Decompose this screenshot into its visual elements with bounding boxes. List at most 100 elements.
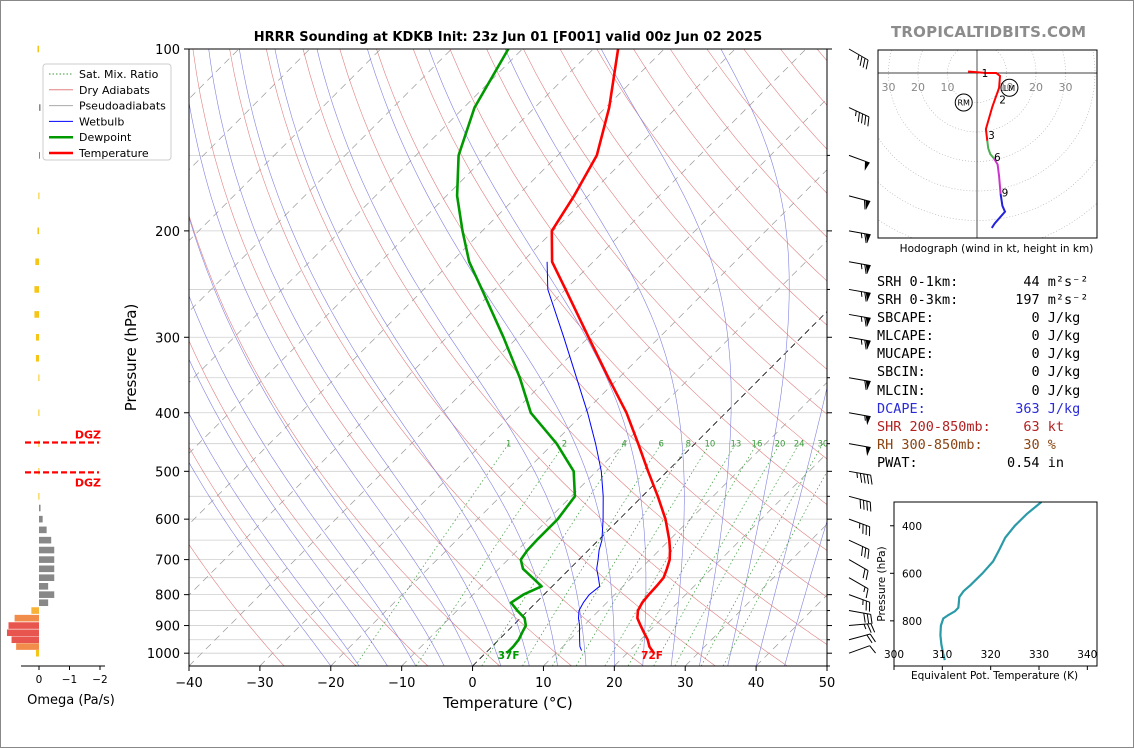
index-label: SBCAPE:: [877, 310, 934, 326]
index-label: RH 300-850mb:: [877, 437, 983, 453]
mixing-ratio-line: [654, 444, 780, 666]
theta-e-y-tick-label: 400: [902, 521, 922, 533]
index-unit: J/kg: [1048, 364, 1081, 380]
index-spacer: [1040, 437, 1048, 453]
omega-bar: [39, 599, 48, 606]
y-tick-label: 100: [155, 43, 180, 58]
barb-full: [856, 112, 863, 121]
mixing-ratio-line: [416, 444, 564, 666]
hodograph-ring-label: 10: [941, 81, 955, 94]
mixing-ratio-label: 1: [506, 440, 511, 450]
index-value: 44: [1023, 274, 1039, 290]
index-row: SRH 0-1km: 44 m²s⁻²: [877, 273, 1088, 291]
omega-bar: [36, 355, 39, 362]
y-tick-label: 900: [155, 620, 180, 635]
hodograph-ring-label: 20: [911, 81, 925, 94]
wind-barb: [846, 519, 873, 536]
omega-bar: [36, 650, 39, 657]
omega-axis-label: Omega (Pa/s): [27, 693, 115, 708]
wind-barb: [845, 49, 871, 69]
index-row: MUCAPE: 0 J/kg: [877, 345, 1088, 363]
index-spacer: [934, 310, 1032, 326]
surface-temperature-label: 72F: [641, 650, 663, 662]
index-value: 0: [1031, 328, 1039, 344]
x-tick-label: 10: [535, 676, 552, 691]
wind-barb: [847, 444, 870, 457]
barb-full: [860, 524, 866, 533]
index-row: PWAT: 0.54 in: [877, 454, 1088, 472]
omega-bar: [39, 574, 54, 581]
omega-bar: [39, 566, 54, 573]
theta-e-y-tick-label: 600: [902, 568, 922, 580]
mixing-ratio-line: [675, 444, 799, 666]
barb-full: [862, 474, 867, 483]
y-tick-label: 500: [155, 465, 180, 480]
x-tick-label: −10: [388, 676, 415, 691]
mixing-ratio-label: 24: [794, 440, 805, 450]
index-unit: J/kg: [1048, 401, 1081, 417]
index-spacer: [934, 346, 1032, 362]
index-spacer: [918, 455, 1007, 471]
barb-full: [859, 473, 864, 482]
mixing-ratio-label: 4: [622, 440, 627, 450]
index-spacer: [1040, 419, 1048, 435]
index-label: SBCIN:: [877, 364, 926, 380]
wind-barb: [847, 496, 873, 511]
isotherm-line: [1, 49, 26, 666]
index-spacer: [1040, 401, 1048, 417]
moist-adiabat: [182, 49, 473, 666]
theta-e-y-tick-label: 800: [902, 616, 922, 628]
barb-flag: [864, 447, 870, 457]
omega-bar: [15, 615, 39, 622]
x-tick-label: 40: [748, 676, 765, 691]
barb-half: [856, 473, 858, 478]
wind-barb: [847, 314, 870, 327]
barb-half: [860, 317, 862, 322]
index-value: 0: [1031, 364, 1039, 380]
mixing-ratio-label: 10: [705, 440, 716, 450]
legend-entry: Sat. Mix. Ratio: [79, 68, 159, 81]
index-row: SBCAPE: 0 J/kg: [877, 309, 1088, 327]
storm-motion-label: RM: [957, 99, 970, 108]
index-value: 63: [1023, 419, 1039, 435]
wind-barb: [847, 413, 870, 426]
omega-bar: [38, 440, 39, 447]
index-spacer: [1040, 328, 1048, 344]
theta-e-x-tick-label: 320: [981, 649, 1001, 661]
index-spacer: [1040, 274, 1048, 290]
hodograph-ring-label: 30: [882, 81, 896, 94]
omega-bar: [39, 152, 40, 159]
barb-half: [860, 292, 862, 297]
barb-full: [863, 525, 869, 534]
wind-barb: [845, 540, 871, 559]
x-tick-label: −40: [175, 676, 202, 691]
omega-bar: [38, 374, 39, 381]
omega-bar: [39, 104, 41, 111]
mixing-ratio-label: 6: [658, 440, 663, 450]
hodograph-trace: [968, 72, 1000, 141]
barb-full: [870, 645, 876, 654]
hodograph-ring: [800, 1, 1134, 250]
wind-barb: [847, 611, 873, 624]
dry-adiabat: [156, 49, 500, 666]
index-spacer: [991, 419, 1024, 435]
index-row: SHR 200-850mb: 63 kt: [877, 418, 1088, 436]
dry-adiabat: [266, 49, 715, 666]
omega-bar: [39, 583, 48, 590]
theta-e-frame: [894, 502, 1097, 666]
omega-bar: [39, 516, 43, 523]
dry-adiabat: [303, 49, 787, 666]
index-row: SBCIN: 0 J/kg: [877, 363, 1088, 381]
wind-barb: [847, 378, 870, 391]
legend-entry: Temperature: [78, 147, 149, 160]
moist-adiabat: [209, 49, 501, 666]
index-row: SRH 0-3km: 197 m²s⁻²: [877, 291, 1088, 309]
index-value: 197: [1015, 292, 1039, 308]
index-row: RH 300-850mb: 30 %: [877, 436, 1088, 454]
y-tick-label: 600: [155, 513, 180, 528]
legend-entry: Dewpoint: [79, 131, 132, 144]
theta-e-x-tick-label: 330: [1029, 649, 1049, 661]
moist-adiabat: [429, 49, 646, 666]
omega-bar: [35, 258, 39, 265]
omega-bar: [37, 228, 39, 235]
